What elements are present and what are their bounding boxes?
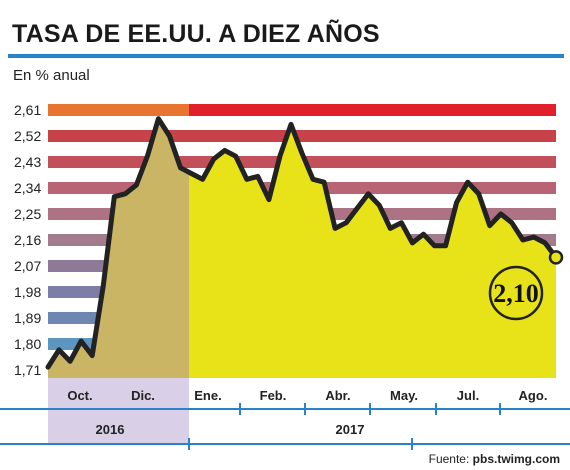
y-tick-label: 2,25 — [14, 206, 41, 222]
rate-line — [45, 116, 559, 370]
y-tick-label: 2,61 — [14, 102, 41, 118]
x-tick-label: Oct. — [67, 388, 92, 403]
x-tick-label: May. — [390, 388, 418, 403]
y-tick-label: 2,52 — [14, 128, 41, 144]
chart-title: TASA DE EE.UU. A DIEZ AÑOS — [12, 20, 380, 48]
last-value-callout-label: 2,10 — [493, 279, 539, 308]
year-label: 2016 — [96, 422, 125, 437]
band-0-2016 — [48, 104, 189, 116]
x-tick-label: Jul. — [457, 388, 479, 403]
year-2016-background — [48, 378, 189, 443]
y-tick-label: 1,80 — [14, 336, 41, 352]
band-1 — [48, 130, 556, 142]
y-unit-label: En % anual — [13, 67, 90, 84]
x-tick-label: Feb. — [260, 388, 287, 403]
y-tick-label: 2,07 — [14, 258, 41, 274]
y-tick-label: 2,43 — [14, 154, 41, 170]
source-credit: Fuente: pbs.twimg.com — [429, 452, 560, 466]
y-tick-label: 2,34 — [14, 180, 41, 196]
source-value: pbs.twimg.com — [472, 452, 560, 466]
source-label: Fuente: — [428, 452, 470, 466]
title-rule — [8, 54, 564, 58]
area-fill-2016 — [48, 118, 189, 378]
x-tick-label: Ene. — [194, 388, 221, 403]
y-tick-label: 1,98 — [14, 284, 41, 300]
y-tick-label: 2,16 — [14, 232, 41, 248]
x-axis: Oct. Dic. Ene. Feb. Abr. May. Jul. Ago. 2016 2017 — [0, 378, 570, 450]
y-tick-label: 1,89 — [14, 310, 41, 326]
x-tick-label: Abr. — [325, 388, 350, 403]
last-value-marker — [548, 250, 564, 265]
x-tick-label: Dic. — [131, 388, 155, 403]
y-tick-label: 1,71 — [14, 362, 41, 378]
last-value-callout — [488, 265, 544, 321]
area-fill-2017 — [189, 124, 556, 378]
year-label: 2017 — [336, 422, 365, 437]
y-tick-labels: 2,61 2,52 2,43 2,34 2,25 2,16 2,07 1,98 1,89 1,80… — [14, 102, 41, 378]
x-tick-label: Ago. — [519, 388, 548, 403]
